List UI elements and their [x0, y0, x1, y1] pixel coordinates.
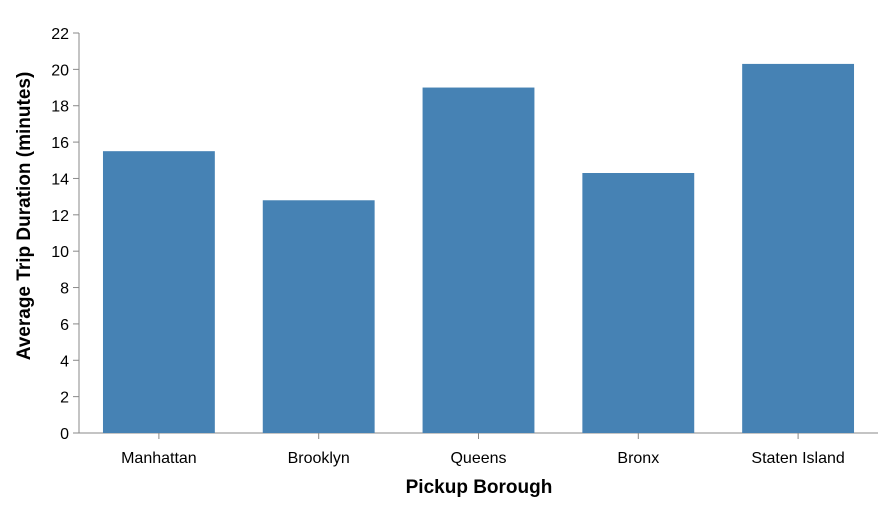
- bars: [102, 63, 855, 434]
- y-tick-label: 18: [51, 99, 69, 116]
- y-tick-label: 0: [60, 426, 69, 443]
- bar-manhattan[interactable]: [102, 151, 215, 433]
- x-tick-label: Queens: [450, 450, 506, 467]
- y-tick-label: 4: [60, 353, 69, 370]
- y-axis: 0 2 4 6 8 10 12 14 16 18 20 22: [51, 26, 80, 443]
- y-tick-label: 12: [51, 208, 69, 225]
- y-tick-label: 6: [60, 317, 69, 334]
- bar-brooklyn[interactable]: [262, 200, 375, 433]
- bar-queens[interactable]: [422, 87, 535, 433]
- y-axis-title: Average Trip Duration (minutes): [14, 72, 35, 361]
- y-tick-label: 20: [51, 62, 69, 79]
- x-tick-label: Manhattan: [121, 450, 197, 467]
- y-tick-label: 22: [51, 26, 69, 43]
- y-tick-label: 14: [51, 171, 69, 188]
- bar-bronx[interactable]: [582, 173, 695, 433]
- x-tick-label: Staten Island: [751, 450, 844, 467]
- y-tick-label: 10: [51, 244, 69, 261]
- x-tick-label: Brooklyn: [288, 450, 350, 467]
- x-axis: Manhattan Brooklyn Queens Bronx Staten Islan…: [79, 432, 878, 467]
- y-tick-label: 16: [51, 135, 69, 152]
- x-axis-title: Pickup Borough: [406, 477, 553, 498]
- y-tick-label: 2: [60, 390, 69, 407]
- bar-staten-island[interactable]: [742, 63, 855, 434]
- y-tick-label: 8: [60, 281, 69, 298]
- x-tick-label: Bronx: [617, 450, 659, 467]
